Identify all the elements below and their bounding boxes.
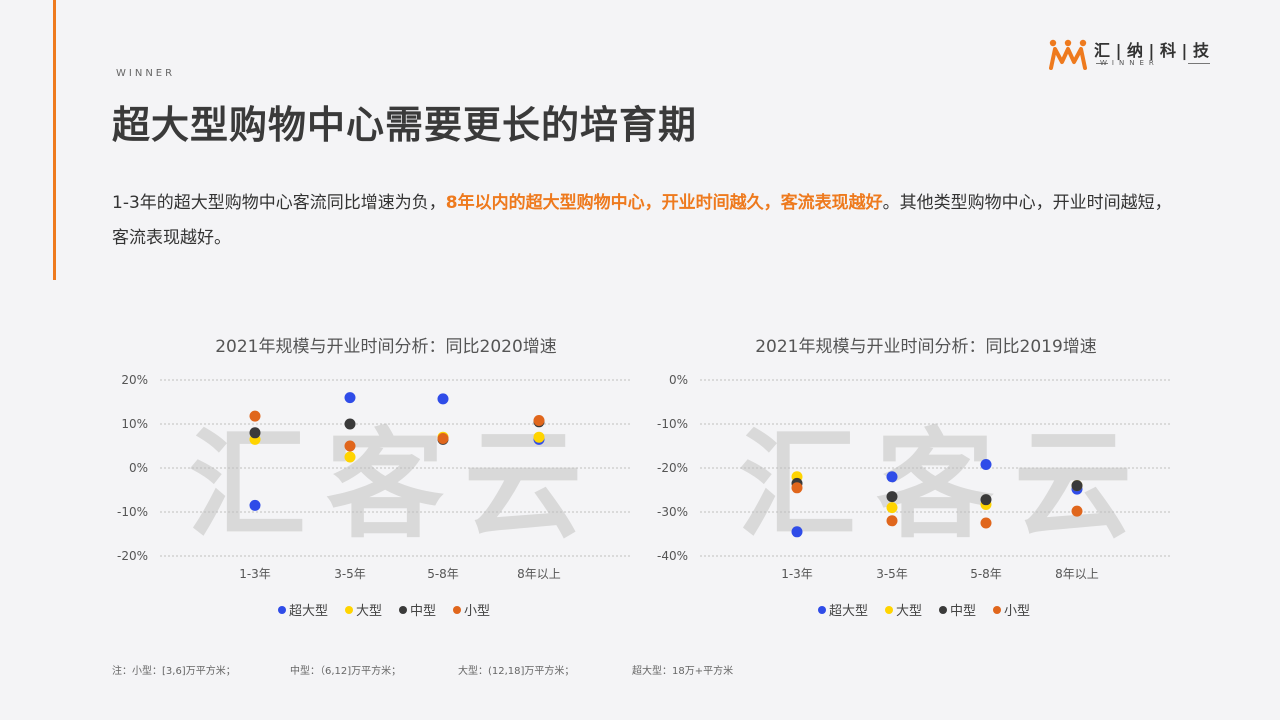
data-point [249,410,261,422]
x-tick-label: 8年以上 [1055,567,1099,581]
logo-divider-left [1096,63,1108,64]
chart-title-2019: 2021年规模与开业时间分析：同比2019增速 [755,337,1097,357]
legend-label: 超大型 [289,604,328,619]
legend-marker [939,606,947,614]
y-tick-label: 0% [129,461,148,475]
y-tick-label: -10% [657,417,688,431]
legend-label: 大型 [356,604,382,619]
watermark-text: 汇客云 [738,416,1152,554]
chart-title-2020: 2021年规模与开业时间分析：同比2020增速 [215,337,557,357]
data-point [980,494,992,506]
x-tick-label: 1-3年 [239,567,271,581]
logo-icon [1049,39,1087,70]
data-point [980,458,992,470]
logo-subtitle: WINNER [1100,59,1159,67]
data-point [533,431,545,443]
x-tick-label: 3-5年 [876,567,908,581]
data-point [437,393,449,405]
data-point [344,392,356,404]
y-tick-label: 10% [121,417,148,431]
data-point [437,433,449,445]
data-point [344,440,356,452]
data-point [344,451,356,463]
logo-divider-right [1188,63,1210,64]
y-tick-label: 20% [121,373,148,387]
legend-marker [993,606,1001,614]
legend-label: 大型 [896,604,922,619]
legend-marker [818,606,826,614]
legend-label: 中型 [410,604,436,619]
data-point [249,499,261,511]
data-point [1071,505,1083,517]
data-point [980,517,992,529]
data-point [791,482,803,494]
note-small: 注：小型：[3,6]万平方米； [112,666,236,677]
x-tick-label: 3-5年 [334,567,366,581]
x-tick-label: 5-8年 [970,567,1002,581]
data-point [533,414,545,426]
summary-part2: 。其他类型购物中心，开业时间越短，客流表现越好。 [112,193,1172,248]
data-point [886,502,898,514]
data-point [886,515,898,527]
y-tick-label: -20% [117,549,148,563]
page-title: 超大型购物中心需要更长的培育期 [112,103,698,147]
x-tick-label: 5-8年 [427,567,459,581]
y-tick-label: -40% [657,549,688,563]
note-large: 大型：(12,18]万平方米； [458,666,575,677]
y-tick-label: -10% [117,505,148,519]
brand-tag: WINNER [116,68,176,79]
legend-marker [885,606,893,614]
summary-text: 1-3年的超大型购物中心客流同比增速为负，8年以内的超大型购物中心，开业时间越久… [112,186,1172,256]
legend-label: 超大型 [829,604,868,619]
legend-label: 中型 [950,604,976,619]
x-tick-label: 1-3年 [781,567,813,581]
summary-part1: 1-3年的超大型购物中心客流同比增速为负， [112,193,446,213]
legend-marker [399,606,407,614]
y-tick-label: -30% [657,505,688,519]
legend-label: 小型 [1004,604,1030,619]
note-extra-large: 超大型：18万+平方米 [632,666,734,677]
logo-name: 汇 | 纳 | 科 | 技 [1094,41,1209,60]
y-tick-label: 0% [669,373,688,387]
data-point [886,491,898,503]
y-tick-label: -20% [657,461,688,475]
legend-marker [345,606,353,614]
data-point [1071,480,1083,492]
accent-bar [53,0,56,280]
legend-marker [278,606,286,614]
legend-marker [453,606,461,614]
legend-label: 小型 [464,604,490,619]
note-medium: 中型：（6,12]万平方米； [290,666,402,677]
data-point [249,427,261,439]
data-point [886,471,898,483]
data-point [791,526,803,538]
summary-highlight: 8年以内的超大型购物中心，开业时间越久，客流表现越好 [445,193,883,213]
x-tick-label: 8年以上 [517,567,561,581]
data-point [344,418,356,430]
